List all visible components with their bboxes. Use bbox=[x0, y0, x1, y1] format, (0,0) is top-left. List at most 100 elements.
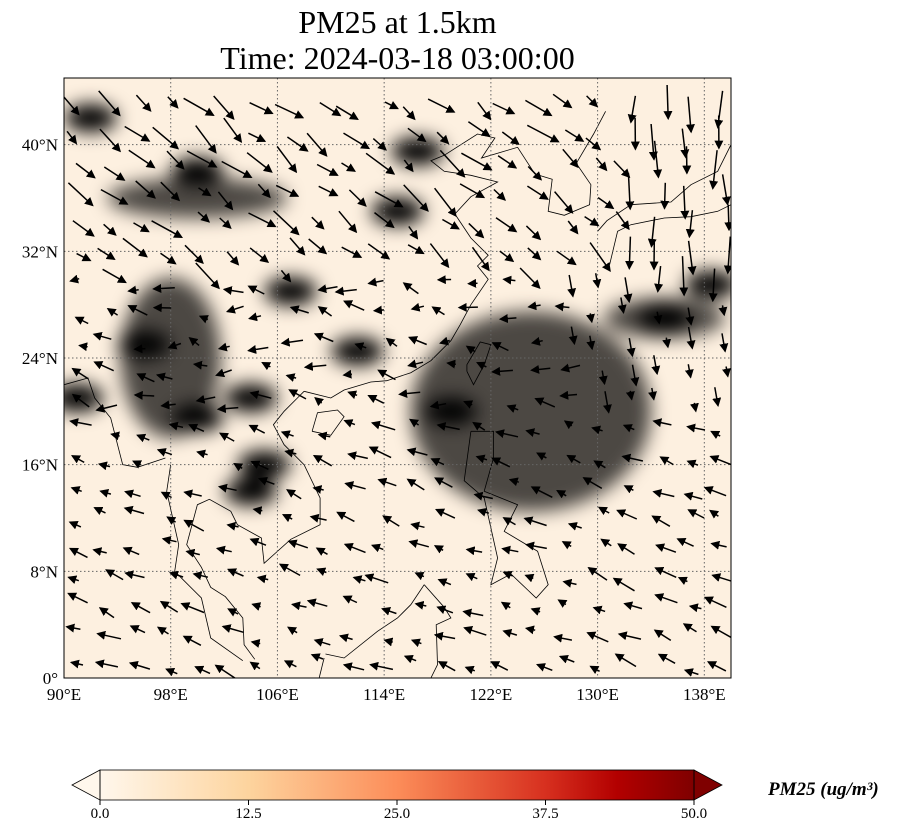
wind-arrow bbox=[215, 545, 232, 555]
wind-arrow bbox=[367, 395, 385, 404]
colorbar-tick-label: 50.0 bbox=[680, 806, 708, 822]
wind-arrow bbox=[217, 342, 230, 352]
wind-arrow bbox=[385, 337, 398, 347]
wind-arrow bbox=[403, 654, 417, 664]
wind-arrow bbox=[274, 103, 305, 119]
wind-arrow bbox=[502, 275, 516, 285]
wind-arrow bbox=[556, 489, 567, 499]
wind-arrow bbox=[110, 431, 120, 441]
wind-arrow bbox=[402, 282, 419, 295]
wind-arrow bbox=[65, 623, 81, 633]
wind-arrow bbox=[431, 306, 445, 316]
wind-arrow bbox=[287, 626, 298, 636]
wind-arrow bbox=[165, 667, 178, 677]
wind-arrow bbox=[367, 243, 391, 260]
wind-arrow bbox=[437, 578, 452, 587]
wind-arrow bbox=[289, 237, 306, 256]
wind-arrow bbox=[383, 637, 394, 647]
wind-arrow bbox=[129, 625, 146, 634]
wind-arrow bbox=[475, 454, 488, 464]
wind-arrow bbox=[343, 419, 356, 428]
wind-arrow bbox=[703, 486, 727, 497]
wind-arrow bbox=[625, 172, 635, 211]
wind-arrow bbox=[185, 548, 200, 558]
wind-arrow bbox=[249, 390, 272, 400]
wind-arrow bbox=[406, 478, 425, 491]
wind-arrow bbox=[92, 332, 112, 341]
wind-arrow bbox=[284, 448, 297, 458]
wind-arrow bbox=[564, 129, 585, 142]
wind-arrow bbox=[712, 387, 722, 407]
wind-arrow bbox=[166, 150, 185, 170]
wind-arrow bbox=[67, 575, 80, 585]
wind-arrow bbox=[309, 513, 327, 523]
wind-arrow bbox=[272, 210, 300, 236]
wind-arrow bbox=[493, 188, 506, 201]
wind-arrow bbox=[602, 391, 612, 414]
wind-arrow bbox=[343, 300, 365, 311]
wind-arrow bbox=[364, 573, 389, 584]
wind-arrow bbox=[78, 342, 88, 352]
wind-arrow bbox=[285, 373, 297, 382]
wind-arrow bbox=[367, 277, 384, 287]
wind-arrow bbox=[133, 344, 146, 354]
wind-arrow bbox=[155, 372, 173, 382]
wind-arrow bbox=[342, 369, 352, 379]
wind-arrow bbox=[381, 606, 397, 616]
coastline bbox=[186, 391, 321, 660]
wind-arrow bbox=[557, 599, 568, 608]
wind-arrow bbox=[152, 126, 180, 150]
wind-arrow bbox=[506, 404, 519, 413]
wind-arrow bbox=[227, 608, 239, 617]
wind-arrow bbox=[523, 516, 547, 527]
wind-arrow bbox=[686, 459, 699, 469]
wind-arrow bbox=[465, 572, 478, 582]
wind-arrow bbox=[186, 150, 218, 168]
wind-arrow bbox=[180, 602, 205, 614]
wind-arrow bbox=[370, 420, 396, 431]
colorbar-label: PM25 (ug/m³) bbox=[768, 779, 879, 800]
wind-arrow bbox=[648, 387, 657, 401]
wind-arrow bbox=[526, 124, 560, 143]
wind-arrow bbox=[403, 184, 429, 212]
wind-arrow bbox=[316, 163, 339, 176]
wind-arrow bbox=[218, 432, 235, 442]
x-tick-label: 98°E bbox=[154, 685, 188, 704]
map-time: Time: 2024-03-18 03:00:00 bbox=[220, 40, 575, 76]
wind-arrow bbox=[530, 486, 553, 498]
wind-arrow bbox=[289, 305, 309, 315]
wind-arrow bbox=[429, 400, 447, 410]
pm25-hotspot bbox=[684, 270, 731, 299]
wind-arrow bbox=[468, 222, 485, 239]
wind-arrow bbox=[617, 631, 642, 641]
wind-arrow bbox=[558, 655, 575, 664]
wind-arrow bbox=[467, 121, 491, 137]
wind-arrow bbox=[69, 659, 84, 669]
wind-arrow bbox=[439, 336, 450, 346]
coastline bbox=[304, 111, 606, 399]
wind-arrow bbox=[524, 625, 536, 635]
wind-arrow bbox=[160, 181, 181, 202]
wind-arrow bbox=[223, 117, 243, 144]
wind-arrow bbox=[652, 418, 672, 428]
wind-arrow bbox=[98, 90, 121, 117]
wind-arrow bbox=[66, 130, 78, 145]
wind-arrow bbox=[64, 96, 80, 116]
wind-arrow bbox=[687, 509, 705, 519]
wind-arrow bbox=[226, 521, 239, 531]
wind-arrow bbox=[525, 225, 542, 241]
wind-arrow bbox=[710, 430, 721, 440]
wind-arrow bbox=[617, 297, 627, 314]
wind-arrow bbox=[374, 212, 395, 229]
wind-arrow bbox=[347, 390, 358, 400]
wind-arrow bbox=[710, 625, 731, 639]
wind-arrow bbox=[136, 433, 150, 443]
wind-arrow bbox=[711, 573, 731, 582]
colorbar-extend-max bbox=[693, 769, 723, 801]
wind-arrow bbox=[495, 217, 518, 233]
wind-arrow bbox=[559, 390, 578, 400]
wind-arrow bbox=[626, 337, 636, 358]
wind-arrow bbox=[249, 537, 267, 547]
wind-arrow bbox=[99, 128, 122, 153]
pm25-hotspot bbox=[371, 197, 424, 226]
